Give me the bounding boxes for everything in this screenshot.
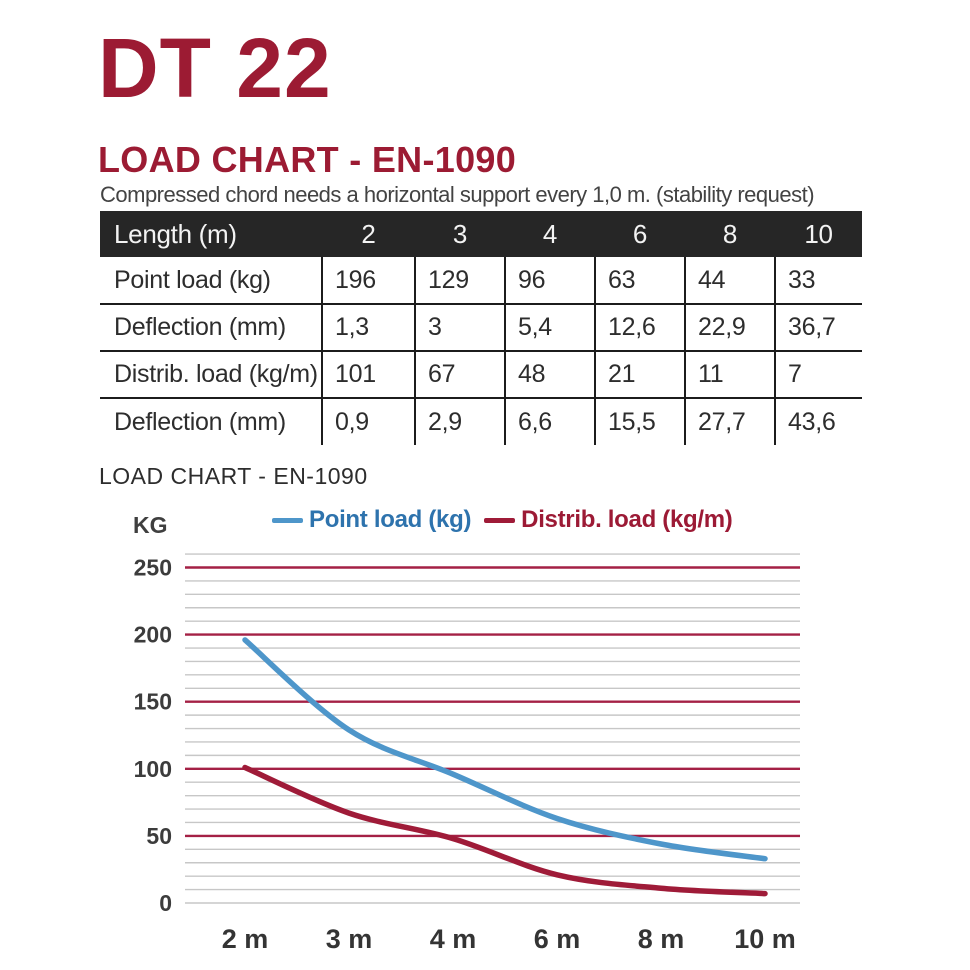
- y-axis-tick-label: 150: [134, 689, 172, 715]
- chart-title: LOAD CHART - EN-1090: [99, 463, 368, 489]
- load-chart-plot: 0 50 100 150 200 250 2 m 3 m 4 m 6 m 8 m 10 m: [134, 553, 800, 954]
- cell: 21: [594, 351, 685, 399]
- y-axis-tick-label: 0: [159, 890, 172, 916]
- table-row: Distrib. load (kg/m) 101 67 48 21 11 7: [100, 351, 862, 399]
- cell: 27,7: [684, 398, 775, 445]
- table-header-col: 10: [804, 218, 833, 249]
- cell: 22,9: [684, 304, 775, 352]
- cell: 36,7: [774, 304, 862, 352]
- row-label: Distrib. load (kg/m): [100, 351, 322, 399]
- cell: 6,6: [504, 398, 595, 445]
- table-header-label: Length (m): [114, 218, 237, 249]
- legend-label: Point load (kg): [309, 506, 472, 533]
- cell: 101: [321, 351, 415, 399]
- cell: 2,9: [414, 398, 505, 445]
- point-load-line-swatch-icon: [272, 517, 303, 523]
- legend-label: Distrib. load (kg/m): [521, 506, 733, 533]
- cell: 129: [414, 257, 505, 305]
- cell: 196: [321, 257, 415, 305]
- row-label: Deflection (mm): [114, 407, 286, 436]
- cell: 44: [684, 257, 775, 305]
- cell: 96: [504, 257, 595, 305]
- table-row: Deflection (mm) 0,9 2,9 6,6 15,5 27,7 43…: [100, 398, 862, 445]
- x-axis-tick-label: 10 m: [734, 924, 796, 954]
- cell: 63: [594, 257, 685, 305]
- series-line-point-load: [242, 637, 768, 862]
- cell: 33: [774, 257, 862, 305]
- distrib-load-line-swatch-icon: [484, 517, 516, 523]
- legend-item-point-load: Point load (kg): [272, 506, 471, 534]
- y-axis-tick-label: 200: [134, 622, 172, 648]
- y-axis-unit-label: KG: [133, 512, 168, 538]
- cell: 11: [684, 351, 775, 399]
- table-header-row: Length (m) 2 3 4 6 8 10: [100, 211, 862, 257]
- cell: 15,5: [594, 398, 685, 445]
- cell: 48: [504, 351, 595, 399]
- table-row: Point load (kg) 196 129 96 63 44 33: [100, 257, 862, 305]
- section-heading: LOAD CHART - EN-1090: [98, 139, 517, 180]
- table-row: Deflection (mm) 1,3 3 5,4 12,6 22,9 36,7: [100, 304, 862, 352]
- table-header-col: 6: [632, 218, 648, 249]
- row-label: Point load (kg): [100, 257, 322, 305]
- table-header-col: 3: [452, 218, 468, 249]
- load-table: Length (m) 2 3 4 6 8 10 Point load (kg) …: [100, 211, 862, 445]
- table-header-col: 2: [361, 218, 376, 249]
- cell: 12,6: [594, 304, 685, 352]
- x-axis-tick-label: 3 m: [326, 924, 373, 954]
- x-axis-tick-label: 6 m: [534, 924, 581, 954]
- x-axis-tick-label: 4 m: [430, 924, 477, 954]
- section-subtitle: Compressed chord needs a horizontal supp…: [100, 182, 815, 207]
- y-axis-tick-label: 250: [134, 555, 172, 581]
- cell: 67: [414, 351, 505, 399]
- x-axis-tick-label: 8 m: [638, 924, 685, 954]
- cell: 1,3: [321, 304, 415, 352]
- cell: 43,6: [774, 398, 862, 445]
- product-title: DT 22: [98, 21, 332, 115]
- x-axis-tick-label: 2 m: [222, 924, 269, 954]
- y-axis-tick-label: 50: [146, 823, 172, 849]
- row-label: Deflection (mm): [100, 304, 322, 352]
- cell: 0,9: [321, 398, 415, 445]
- cell: 7: [774, 351, 862, 399]
- series-line-distrib-load: [242, 764, 768, 897]
- table-header-col: 8: [722, 218, 738, 249]
- cell: 5,4: [504, 304, 595, 352]
- cell: 3: [414, 304, 505, 352]
- chart-legend: Point load (kg) Distrib. load (kg/m): [272, 506, 733, 534]
- legend-item-distrib-load: Distrib. load (kg/m): [484, 506, 733, 534]
- y-axis-tick-label: 100: [134, 756, 172, 782]
- table-header-col: 4: [542, 218, 558, 249]
